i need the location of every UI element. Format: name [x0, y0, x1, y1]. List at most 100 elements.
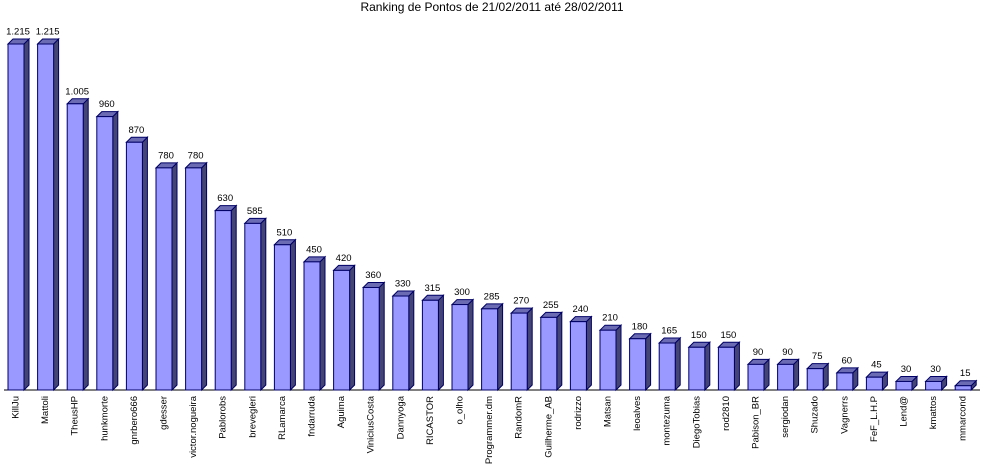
bar [6, 37, 31, 392]
bar-front [777, 363, 795, 391]
bar-side [733, 341, 740, 392]
x-tick-label: Aguima [336, 395, 347, 428]
bar-side [171, 161, 178, 392]
bar-side [319, 255, 326, 392]
bar-front [96, 116, 114, 391]
bar-front [658, 342, 676, 391]
bar [924, 375, 948, 392]
bar-front [925, 380, 943, 391]
value-label: 30 [930, 364, 941, 375]
value-label: 60 [842, 355, 853, 366]
value-label: 150 [720, 330, 736, 341]
value-label: 180 [632, 321, 648, 332]
bar [184, 161, 208, 392]
bar-front [481, 308, 499, 391]
bar-front [244, 222, 262, 391]
x-tick-label: Pabison_BR [751, 396, 762, 449]
value-label: 240 [572, 304, 588, 315]
bar-front [333, 269, 351, 391]
x-tick-label: RLamarca [277, 395, 288, 440]
bar [450, 298, 475, 392]
bar-front [510, 312, 528, 391]
value-label: 960 [99, 99, 115, 110]
bar-side [378, 281, 385, 392]
x-tick-label: RandomR [514, 396, 525, 439]
x-tick-label: KillJu [11, 396, 22, 419]
x-tick-label: gdesser [159, 396, 170, 430]
x-tick-label: victor.nogueira [188, 395, 199, 458]
bar-front [599, 329, 617, 391]
value-label: 210 [602, 313, 618, 324]
bar [391, 289, 416, 392]
bar-side [201, 161, 208, 392]
bar [302, 255, 327, 392]
value-label: 585 [247, 206, 263, 217]
bar [865, 370, 889, 392]
value-label: 450 [306, 244, 322, 255]
bar [273, 238, 297, 392]
bar-side [674, 336, 681, 392]
bar [539, 311, 564, 392]
bar-front [362, 286, 380, 391]
bar [36, 37, 60, 392]
bar [509, 306, 534, 392]
bar-front [185, 167, 203, 391]
bar-front [451, 304, 469, 391]
x-tick-label: Shuzado [810, 396, 821, 434]
x-tick-label: hunkmorte [99, 396, 110, 441]
x-tick-label: fndarruda [307, 395, 318, 436]
bar-front [865, 376, 883, 391]
bar [894, 375, 919, 392]
x-tick-label: brevegleri [247, 396, 258, 438]
bar [95, 110, 120, 392]
bar-front [37, 43, 55, 391]
value-label: 255 [543, 300, 559, 311]
bar-front [540, 316, 558, 391]
bar-front [569, 321, 587, 391]
bar [657, 336, 682, 392]
bar-front [125, 141, 143, 391]
bar [332, 264, 356, 392]
bar [65, 97, 90, 392]
value-label: 90 [782, 347, 793, 358]
bar [421, 294, 445, 392]
value-label: 330 [395, 279, 411, 290]
bar [717, 341, 741, 392]
value-label: 150 [691, 330, 707, 341]
bar-front [392, 295, 410, 391]
bar-side [349, 264, 356, 392]
bar-front [273, 244, 291, 391]
chart-title: Ranking de Pontos de 21/02/2011 até 28/0… [360, 0, 623, 14]
bar [154, 161, 179, 392]
bar [213, 204, 238, 392]
bar-side [260, 217, 267, 392]
bar-front [303, 261, 321, 391]
value-label: 1.215 [6, 27, 30, 38]
bar [805, 362, 830, 392]
x-tick-label: Matsan [603, 396, 614, 427]
value-label: 780 [188, 150, 204, 161]
x-tick-label: leoalves [632, 396, 643, 431]
bar [687, 341, 712, 392]
bar-front [895, 380, 913, 391]
bar-front [747, 363, 765, 391]
x-tick-label: montezuma [662, 395, 673, 445]
x-tick-label: FeF_L.H.P [869, 396, 880, 442]
x-tick-label: Programmer.dm [484, 396, 495, 464]
bar [746, 358, 771, 392]
value-label: 45 [871, 360, 882, 371]
value-label: 165 [661, 326, 677, 337]
x-tick-label: DiegoTobias [691, 396, 702, 449]
x-tick-label: Pablorobs [218, 396, 229, 439]
value-label: 780 [158, 150, 174, 161]
bar-front [954, 385, 972, 391]
bar-front [155, 167, 173, 391]
bar [953, 379, 978, 392]
bar-front [688, 346, 706, 391]
bar-front [629, 338, 647, 391]
bar-side [82, 97, 89, 392]
bar-front [421, 299, 439, 391]
value-label: 15 [960, 368, 971, 379]
bar [835, 366, 860, 392]
value-label: 75 [812, 351, 823, 362]
